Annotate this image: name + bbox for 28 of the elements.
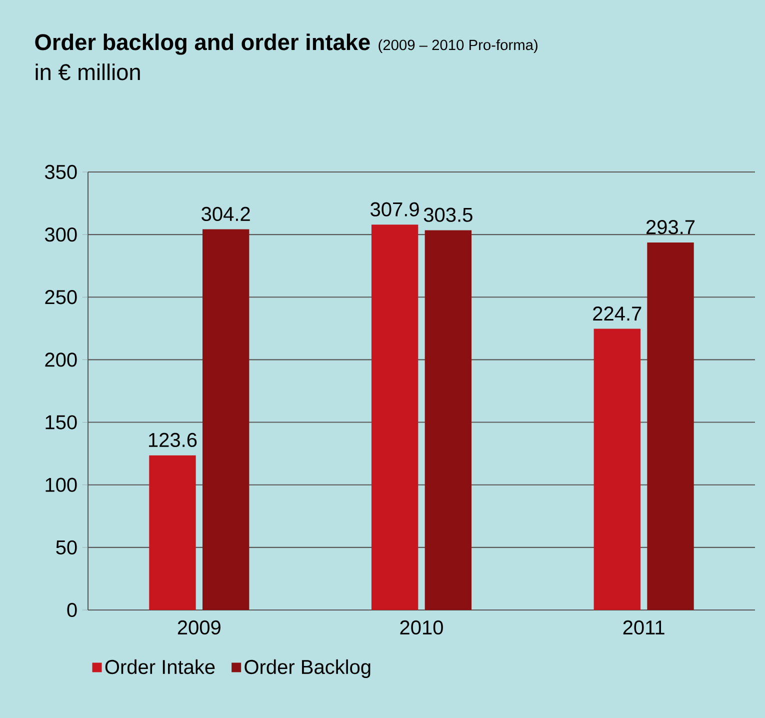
legend-label: Order Intake [105,659,215,674]
y-tick-label: 250 [45,290,77,304]
x-tick-label: 2009 [178,620,220,635]
bar [371,224,418,610]
y-tick-label: 300 [44,227,77,242]
y-tick-label: 100 [46,478,77,492]
data-label: 123.6 [148,432,197,448]
y-tick-label: 200 [45,352,77,367]
bar [647,242,694,610]
data-label: 224.7 [593,306,642,321]
x-tick-label: 2011 [623,620,664,635]
y-tick-label: 50 [56,540,77,554]
data-label: 293.7 [646,220,695,234]
bar [594,328,640,610]
bar [424,230,472,610]
chart-subtitle: (2009 – 2010 Pro-forma) [378,39,538,54]
legend-label: Order Backlog [244,659,370,678]
data-label: 304.2 [202,206,250,222]
data-label: 307.9 [370,202,419,216]
bar [202,229,250,610]
chart-title: Order backlog and order intake [35,34,370,55]
y-tick-label: 0 [67,602,77,618]
data-label: 303.5 [424,208,472,222]
bar [149,455,196,610]
x-tick-label: 2010 [400,620,443,635]
y-tick-label: 150 [46,415,77,430]
y-axis-title: in € million [36,64,140,80]
y-tick-label: 350 [44,164,77,180]
